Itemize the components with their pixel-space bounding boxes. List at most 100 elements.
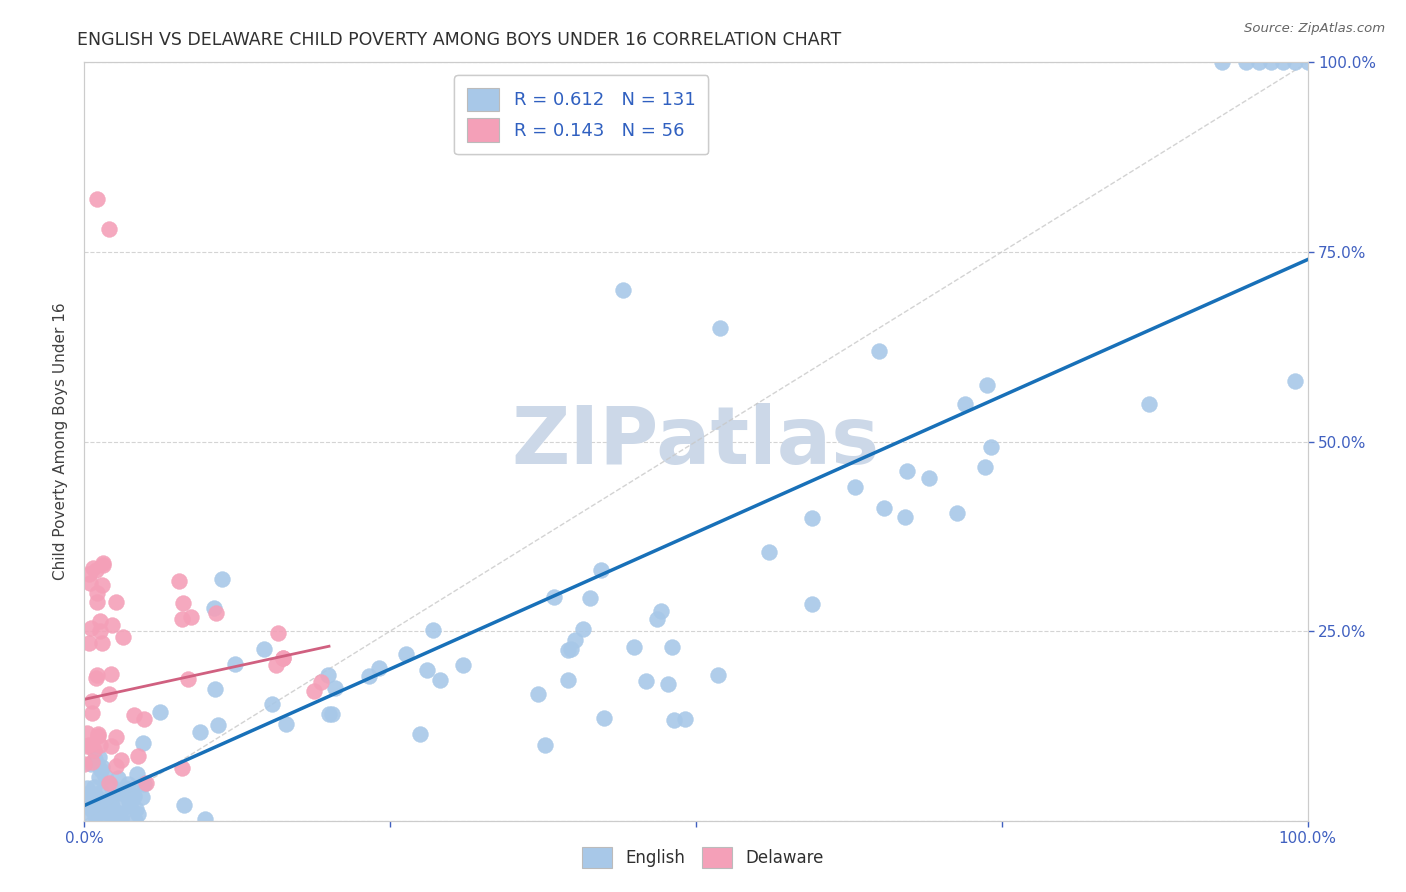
Point: [76, 799, 98, 814]
Point: [976, 377, 998, 392]
Point: [266, 625, 288, 640]
Point: [1211, 55, 1233, 70]
Point: [80, 694, 103, 708]
Point: [82, 561, 104, 575]
Point: [76, 811, 98, 825]
Point: [86, 789, 108, 804]
Point: [560, 642, 582, 657]
Legend: R = 0.612   N = 131, R = 0.143   N = 56: R = 0.612 N = 131, R = 0.143 N = 56: [454, 75, 709, 154]
Point: [953, 396, 976, 410]
Point: [80, 757, 103, 772]
Point: [87, 803, 110, 817]
Point: [80, 621, 103, 635]
Point: [98, 791, 121, 805]
Point: [557, 673, 579, 688]
Point: [84, 672, 107, 686]
Point: [114, 780, 136, 795]
Point: [127, 807, 149, 822]
Point: [645, 612, 668, 626]
Point: [422, 623, 444, 637]
Point: [90, 785, 112, 799]
Point: [180, 609, 202, 624]
Point: [117, 777, 139, 791]
Point: [93, 797, 115, 811]
Point: [872, 501, 894, 516]
Point: [309, 675, 332, 690]
Point: [451, 657, 474, 672]
Point: [316, 668, 339, 682]
Point: [204, 682, 226, 697]
Point: [76, 739, 98, 753]
Point: [91, 636, 114, 650]
Point: [87, 802, 110, 816]
Point: [110, 786, 132, 800]
Point: [211, 572, 233, 586]
Point: [429, 673, 451, 687]
Point: [172, 760, 194, 774]
Point: [367, 661, 389, 675]
Point: [91, 578, 114, 592]
Point: [204, 606, 226, 620]
Point: [131, 789, 153, 804]
Point: [395, 647, 418, 661]
Point: [87, 727, 110, 741]
Point: [148, 705, 170, 719]
Point: [1284, 55, 1306, 70]
Point: [115, 788, 138, 802]
Point: [122, 789, 145, 803]
Point: [118, 799, 141, 814]
Point: [260, 697, 283, 711]
Point: [974, 460, 997, 475]
Point: [357, 669, 380, 683]
Point: [84, 752, 107, 766]
Point: [100, 795, 122, 809]
Point: [323, 681, 346, 695]
Y-axis label: Child Poverty Among Boys Under 16: Child Poverty Among Boys Under 16: [53, 302, 69, 581]
Point: [801, 511, 824, 525]
Point: [79, 575, 101, 590]
Point: [100, 739, 122, 754]
Point: [707, 668, 730, 682]
Point: [593, 711, 616, 725]
Point: [1247, 55, 1270, 70]
Point: [650, 604, 672, 618]
Point: [224, 657, 246, 672]
Point: [271, 651, 294, 665]
Point: [124, 803, 146, 817]
Point: [589, 563, 612, 577]
Point: [98, 806, 121, 821]
Point: [543, 590, 565, 604]
Point: [122, 708, 145, 723]
Point: [75, 788, 97, 802]
Point: [253, 642, 276, 657]
Text: ZIPatlas: ZIPatlas: [512, 402, 880, 481]
Point: [801, 597, 824, 611]
Point: [612, 283, 634, 297]
Point: [98, 686, 121, 700]
Point: [104, 730, 127, 744]
Point: [662, 713, 685, 727]
Point: [896, 464, 918, 478]
Point: [89, 624, 111, 638]
Point: [416, 663, 439, 677]
Point: [87, 770, 110, 784]
Point: [76, 780, 98, 795]
Point: [111, 806, 134, 821]
Point: [202, 601, 225, 615]
Point: [1272, 55, 1295, 70]
Point: [304, 684, 326, 698]
Point: [127, 748, 149, 763]
Point: [82, 706, 104, 720]
Point: [675, 712, 697, 726]
Point: [86, 192, 108, 206]
Point: [80, 802, 103, 816]
Point: [110, 808, 132, 822]
Point: [84, 805, 107, 820]
Point: [1260, 55, 1282, 70]
Legend: English, Delaware: English, Delaware: [575, 840, 831, 875]
Point: [93, 769, 115, 783]
Point: [100, 617, 122, 632]
Point: [91, 812, 114, 826]
Point: [194, 812, 217, 826]
Point: [97, 794, 120, 808]
